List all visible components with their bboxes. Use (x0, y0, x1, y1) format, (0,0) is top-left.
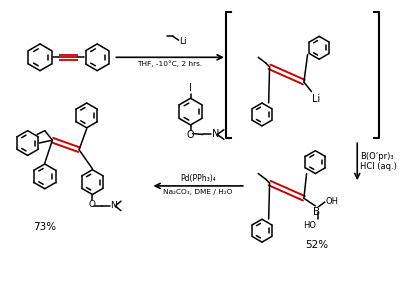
Text: I: I (189, 83, 192, 92)
Text: OH: OH (326, 197, 339, 206)
Text: Li: Li (312, 94, 320, 103)
Text: O: O (89, 200, 96, 209)
Text: THF, -10°C, 2 hrs.: THF, -10°C, 2 hrs. (138, 60, 203, 67)
Text: B: B (313, 207, 320, 217)
Text: B(O’pr)₃: B(O’pr)₃ (360, 152, 394, 161)
Text: O: O (187, 130, 194, 140)
Text: Li: Li (180, 37, 187, 46)
Text: Pd(PPh₃)₄: Pd(PPh₃)₄ (180, 174, 216, 183)
Text: N: N (110, 201, 117, 211)
Text: 73%: 73% (33, 222, 56, 232)
Text: 52%: 52% (306, 240, 329, 250)
Text: N: N (212, 130, 220, 139)
Text: HO: HO (303, 221, 316, 230)
Text: Na₂CO₃, DME / H₂O: Na₂CO₃, DME / H₂O (164, 189, 233, 195)
Text: HCl (aq.): HCl (aq.) (360, 162, 397, 171)
